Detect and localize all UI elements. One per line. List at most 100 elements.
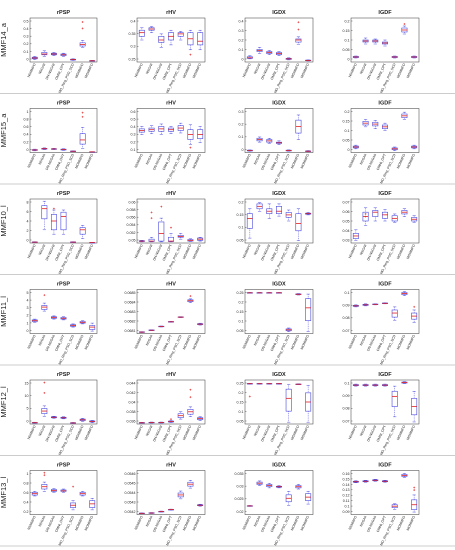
- x-tick-label: MOMMFO: [74, 243, 84, 259]
- box-NSMMFO: [246, 149, 253, 152]
- y-tick-label: 0.1: [24, 50, 29, 54]
- x-tick-label: DN-NSGAII: [366, 153, 377, 171]
- box-DN-NSGAII: [50, 415, 57, 419]
- outlier-point: [43, 471, 46, 474]
- panel-title: rHV: [166, 191, 176, 197]
- box-OMNI_OPT: [276, 485, 282, 489]
- box-MOMMFO: [411, 144, 418, 150]
- box-OMNI_OPT: [382, 209, 388, 222]
- box-DN-NSGAII: [266, 138, 273, 144]
- x-tick-label: MOMMFO: [406, 243, 416, 259]
- panel-IGDF: IGDF 0.09 0.10.110.12 0.130.14 0.150.16 NSMMF…: [343, 463, 420, 546]
- x-tick-label: DN-NSGAII: [45, 153, 56, 171]
- y-tick-label: 15: [25, 381, 29, 385]
- box-OMNI_OPT: [276, 203, 282, 217]
- x-tick-label: DN-NSGAII: [45, 63, 56, 81]
- box-MOMMFO: [197, 416, 204, 421]
- x-tick-label: MOMMFO: [74, 62, 84, 78]
- outlier-point: [43, 391, 46, 394]
- y-tick-label: 0.2: [239, 391, 244, 395]
- panel-title: IGDF: [378, 463, 392, 469]
- y-tick-label: 0.05: [237, 419, 244, 423]
- box-NSGAII: [148, 421, 155, 424]
- plot-frame: [29, 17, 98, 63]
- box-OMNI_OPT: [60, 209, 67, 235]
- box-NSGAII: [148, 329, 155, 331]
- y-tick-label: 0.1: [345, 129, 350, 133]
- box-NSGAII: [256, 47, 263, 54]
- box-OMNI_OPT: [168, 29, 174, 46]
- x-tick-label: DN-NSGAII: [260, 153, 271, 171]
- x-tick-label: NSGAII: [145, 334, 154, 346]
- y-tick-label: 0.0542: [125, 510, 136, 514]
- y-tick-label: 0.05: [237, 329, 244, 333]
- box-MOMMFO: [411, 486, 418, 513]
- x-tick-label: MOMMFO: [300, 153, 310, 169]
- box-MOMMFO: [305, 385, 312, 423]
- y-tick-label: 0.05: [237, 238, 244, 242]
- problem-label: MMF13_l: [0, 477, 8, 509]
- x-tick-label: DN-NSGAII: [152, 244, 163, 262]
- y-tick-label: 0.07: [343, 419, 350, 423]
- x-tick-label: DN-NSGAII: [366, 244, 377, 262]
- x-tick-label: NSGAII: [359, 425, 368, 437]
- x-tick-label: OMNI_OPT: [162, 425, 173, 443]
- box-MOMMFO: [79, 225, 86, 239]
- x-tick-label: OMNI_OPT: [54, 334, 65, 352]
- x-tick-label: MOMMFO: [406, 62, 416, 78]
- x-tick-label: NSGAII: [253, 515, 262, 527]
- box-MOMMFO: [411, 215, 418, 224]
- outlier-point: [81, 115, 84, 118]
- box-MO_Ring_PSO_SCD: [391, 146, 398, 151]
- x-tick-label: MOMMFO: [396, 62, 406, 78]
- y-tick-label: 0.8: [24, 118, 29, 122]
- y-tick-label: 0.2: [131, 140, 136, 144]
- y-tick-label: 0.09: [343, 510, 350, 514]
- box-MOMMFO: [295, 21, 302, 45]
- x-tick-label: MOMMFO: [396, 515, 406, 531]
- box-NSGAII: [148, 512, 155, 514]
- y-tick-label: 0.15: [343, 477, 350, 481]
- x-tick-label: NSMMFO: [134, 153, 144, 169]
- y-tick-label: 0.1: [239, 48, 244, 52]
- box-iqr: [158, 36, 165, 43]
- y-tick-label: 0: [27, 419, 29, 423]
- box-MO_Ring_PSO_SCD: [285, 491, 292, 506]
- x-tick-label: NSMMFO: [27, 62, 37, 78]
- box-MO_Ring_PSO_SCD: [285, 209, 292, 222]
- panel-IGDF: IGDF 0 0.05 0.1 0.15 0.2 NSMMFO NSGAIIDN-NSGAII…: [343, 10, 420, 94]
- outlier-point: [81, 21, 84, 23]
- box-NSGAII: [256, 480, 263, 486]
- box-NSGAII: [41, 294, 48, 312]
- y-tick-label: 0.07: [343, 200, 350, 204]
- x-tick-label: NSGAII: [253, 334, 262, 346]
- x-tick-label: NSGAII: [359, 515, 368, 527]
- x-tick-label: MOMMFO: [182, 62, 192, 78]
- y-tick-label: 0.035: [235, 472, 244, 476]
- panel-rPSP: rPSP 0.2 0.4 0.6 0.8 1 NSMMFO NSGAIIDN-NSGAIIOM…: [24, 463, 98, 546]
- y-tick-label: 0.16: [343, 472, 350, 476]
- y-tick-label: 0.2: [239, 300, 244, 304]
- y-tick-label: 0.0683: [125, 310, 136, 314]
- box-NSMMFO: [246, 208, 253, 239]
- x-tick-label: MOMMFO: [182, 243, 192, 259]
- y-tick-label: 0.0685: [125, 291, 136, 295]
- panel-IGDF: IGDF 0.07 0.08 0.09 0.1 NSMMFO NSGAIIDN-NSGAII…: [343, 372, 420, 456]
- box-NSMMFO: [246, 505, 253, 507]
- x-tick-label: OMNI_OPT: [376, 244, 387, 262]
- x-tick-label: MOMMFO: [84, 62, 94, 78]
- box-NSMMFO: [138, 512, 145, 515]
- x-tick-label: MOMMFO: [74, 515, 84, 531]
- box-DN-NSGAII: [158, 205, 165, 243]
- x-tick-label: NSMMFO: [348, 243, 358, 259]
- box-MOMMFO: [295, 208, 302, 241]
- box-iqr: [158, 221, 165, 242]
- y-tick-label: 0: [348, 148, 350, 152]
- y-tick-label: 0.1: [345, 504, 350, 508]
- box-MOMMFO: [401, 381, 408, 384]
- panel-rHV: rHV 0.05 0.052 0.054 0.056 0.058 0.06 NSMMFO NSG…: [127, 191, 206, 275]
- plot-frame: [136, 198, 206, 244]
- box-NSMMFO: [31, 491, 38, 497]
- box-MOMMFO: [305, 491, 312, 505]
